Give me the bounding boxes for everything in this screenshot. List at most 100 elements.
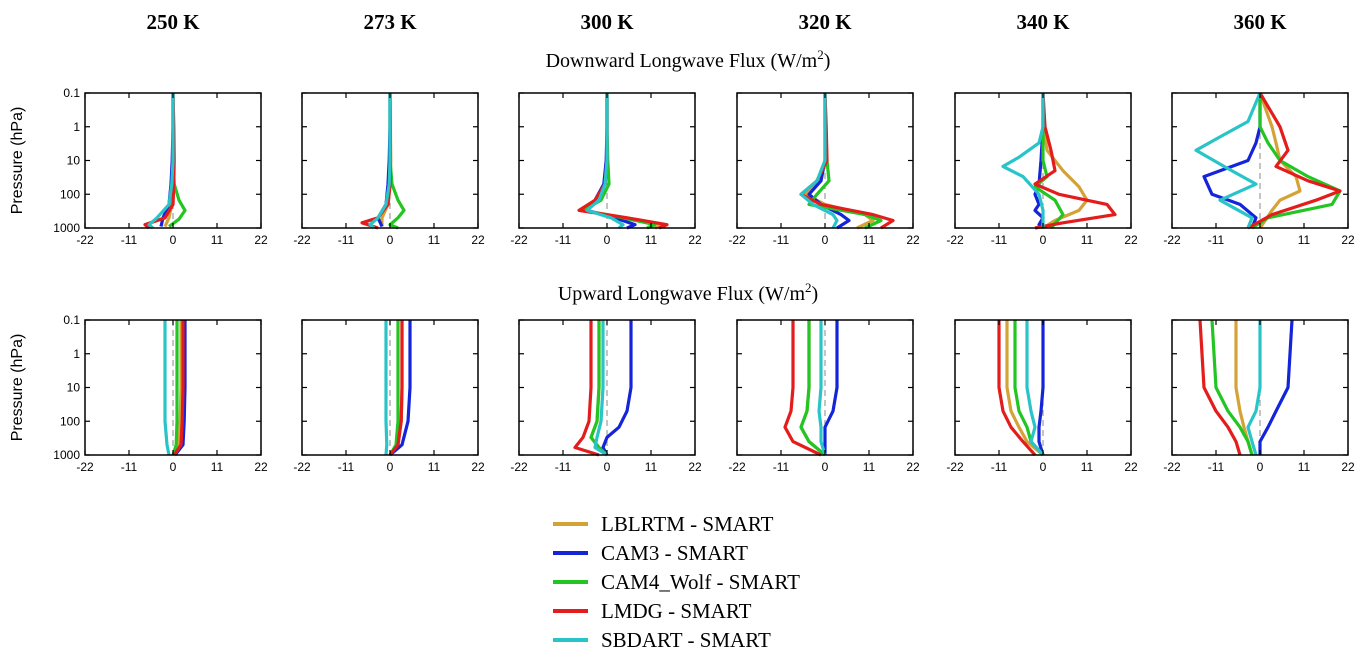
row-title-downward: Downward Longwave Flux (W/m2) [546,47,831,72]
x-tick-label: 22 [1124,460,1138,474]
x-tick-label: 0 [822,233,829,247]
x-tick-label: 22 [1341,460,1355,474]
x-tick-label: 22 [906,460,920,474]
x-tick-label: 0 [604,233,611,247]
column-titles: 250 K 273 K 300 K 320 K 340 K 360 K [146,10,1287,34]
series-line-cam4_wolf [589,320,609,457]
x-tick-label: -22 [76,233,94,247]
series-line-lblrtm [1005,320,1045,457]
series-line-lblrtm [581,93,665,230]
x-tick-label: -11 [555,233,572,247]
x-tick-label: -11 [338,460,355,474]
legend-label: SBDART - SMART [601,628,771,652]
series-line-lmdg [783,320,822,457]
x-tick-label: 22 [688,460,702,474]
x-tick-label: -22 [510,233,528,247]
x-tick-label: 11 [1081,233,1094,247]
panel-down-340K: -22 -11 0 11 22 [946,92,1138,247]
x-tick-label: -22 [293,460,311,474]
panel-down-360K: -22 -11 0 11 22 [1163,92,1355,247]
panel-up-300K: -22 -11 0 11 22 [510,319,702,474]
series-line-sbdart [799,93,839,229]
series-line-lblrtm [1041,92,1089,230]
x-tick-label: -22 [728,233,746,247]
x-tick-label: 11 [645,460,658,474]
x-tick-label: -11 [338,233,355,247]
x-tick-label: 0 [822,460,829,474]
x-tick-label: 22 [254,233,268,247]
x-tick-label: -11 [773,460,790,474]
series-line-cam3 [1037,320,1045,456]
x-tick-label: 0 [387,460,394,474]
series-line-lmdg [573,320,600,457]
series-line-cam3 [601,320,633,456]
row-title-sup: 2 [817,47,824,62]
x-tick-label: 11 [1298,460,1311,474]
column-title: 340 K [1016,10,1070,34]
y-tick-label: 0.1 [63,86,80,100]
series-line-cam4_wolf [1033,93,1065,230]
row-title-text: Downward Longwave Flux (W/m [546,50,818,72]
panel-down-320K: -22 -11 0 11 22 [728,92,920,247]
series-line-lmdg [997,320,1037,457]
panel-up-340K: -22 -11 0 11 22 [946,319,1138,474]
legend-item: SBDART - SMART [553,628,771,652]
legend: LBLRTM - SMART CAM3 - SMART CAM4_Wolf - SM… [553,512,800,652]
x-tick-label: 0 [1257,460,1264,474]
x-tick-label: 11 [863,460,876,474]
series-line-lmdg [388,320,404,456]
x-tick-label: -22 [510,460,528,474]
panel-down-300K: -22 -11 0 11 22 [510,92,702,247]
y-axis-label: Pressure (hPa) [9,107,26,215]
series-line-lmdg [360,92,392,230]
series-line-sbdart [368,93,392,230]
x-tick-label: 11 [211,233,224,247]
x-tick-label: 22 [471,460,485,474]
x-tick-label: 11 [1081,460,1094,474]
series-line-cam4_wolf [171,320,179,456]
x-tick-label: 0 [1040,233,1047,247]
x-tick-label: -11 [121,233,138,247]
x-tick-label: -22 [728,460,746,474]
y-tick-label: 1 [73,347,80,361]
y-tick-label: 100 [60,187,80,201]
x-tick-label: -22 [1163,460,1181,474]
y-tick-label: 0.1 [63,313,80,327]
x-tick-label: -11 [555,460,572,474]
x-tick-label: 22 [1124,233,1138,247]
legend-label: LMDG - SMART [601,599,752,623]
legend-item: LMDG - SMART [553,599,752,623]
x-tick-label: 11 [645,233,658,247]
x-tick-label: 11 [428,233,441,247]
series-line-lmdg [143,92,176,230]
column-title: 273 K [363,10,417,34]
x-tick-label: 0 [1257,233,1264,247]
row-title-text: Upward Longwave Flux (W/m [558,283,806,305]
column-title: 300 K [580,10,634,34]
x-tick-label: 11 [863,233,876,247]
row-title-close: ) [812,283,819,305]
y-tick-label: 1000 [53,448,80,462]
x-tick-label: -11 [991,460,1008,474]
legend-label: LBLRTM - SMART [601,512,774,536]
series-line-cam3 [388,320,412,457]
series-line-cam4_wolf [1210,319,1254,456]
x-tick-label: 11 [428,460,441,474]
x-tick-label: -22 [293,233,311,247]
series-line-lmdg [1198,319,1242,456]
x-tick-label: 22 [254,460,268,474]
series-line-lmdg [1033,92,1117,230]
legend-label: CAM4_Wolf - SMART [601,570,800,594]
x-tick-label: 0 [170,233,177,247]
x-tick-label: -11 [1208,460,1225,474]
x-tick-label: -22 [946,460,964,474]
x-tick-label: -11 [773,233,790,247]
panel-up-250K: -22 -11 0 11 22 0.1 1 10 100 1000 Pressure (hPa) [9,313,268,474]
panel-down-273K: -22 -11 0 11 22 [293,92,485,247]
series-line-cam3 [585,93,637,230]
column-title: 360 K [1233,10,1287,34]
x-tick-label: -11 [121,460,138,474]
series-line-sbdart [817,320,827,456]
x-tick-label: 0 [170,460,177,474]
x-tick-label: 11 [1298,233,1311,247]
